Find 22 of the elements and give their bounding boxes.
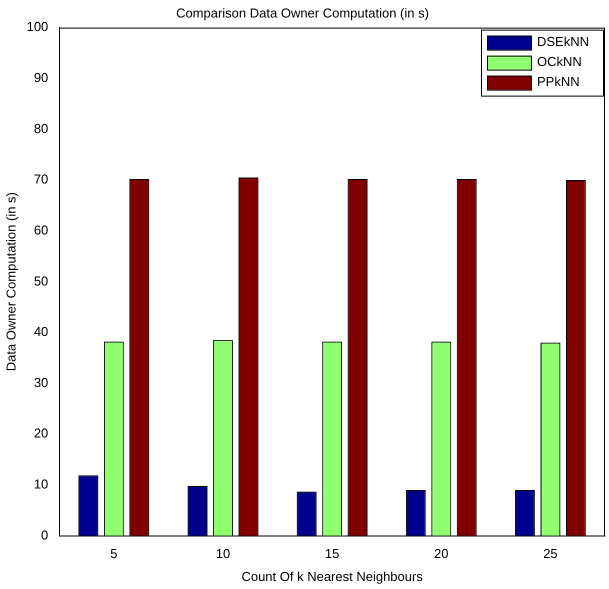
y-tick-label: 80: [34, 120, 48, 136]
x-axis-title: Count Of k Nearest Neighbours: [241, 568, 424, 584]
y-tick-label: 100: [26, 19, 48, 34]
y-tick-label: 40: [34, 324, 48, 340]
legend-label: PPkNN: [536, 74, 580, 90]
y-tick-label: 90: [34, 70, 48, 85]
x-tick-label: 10: [216, 546, 230, 562]
legend-label: DSEkNN: [536, 34, 590, 50]
chart-title: Comparison Data Owner Computation (in s): [176, 5, 429, 20]
y-tick-label: 0: [41, 527, 48, 542]
y-tick-label: 70: [34, 172, 48, 187]
x-tick-label: 15: [324, 546, 340, 562]
x-tick-label: 25: [543, 546, 558, 562]
y-tick-label: 30: [34, 374, 48, 390]
legend-label: OCkNN: [536, 54, 582, 70]
x-tick-label: 20: [434, 546, 449, 562]
y-tick-label: 60: [34, 222, 48, 238]
y-tick-label: 20: [34, 426, 48, 441]
y-axis-title: Data Owner Computation (in s): [3, 192, 18, 372]
y-tick-label: 10: [34, 476, 48, 492]
y-tick-label: 50: [34, 273, 48, 288]
x-tick-label: 5: [110, 546, 118, 562]
